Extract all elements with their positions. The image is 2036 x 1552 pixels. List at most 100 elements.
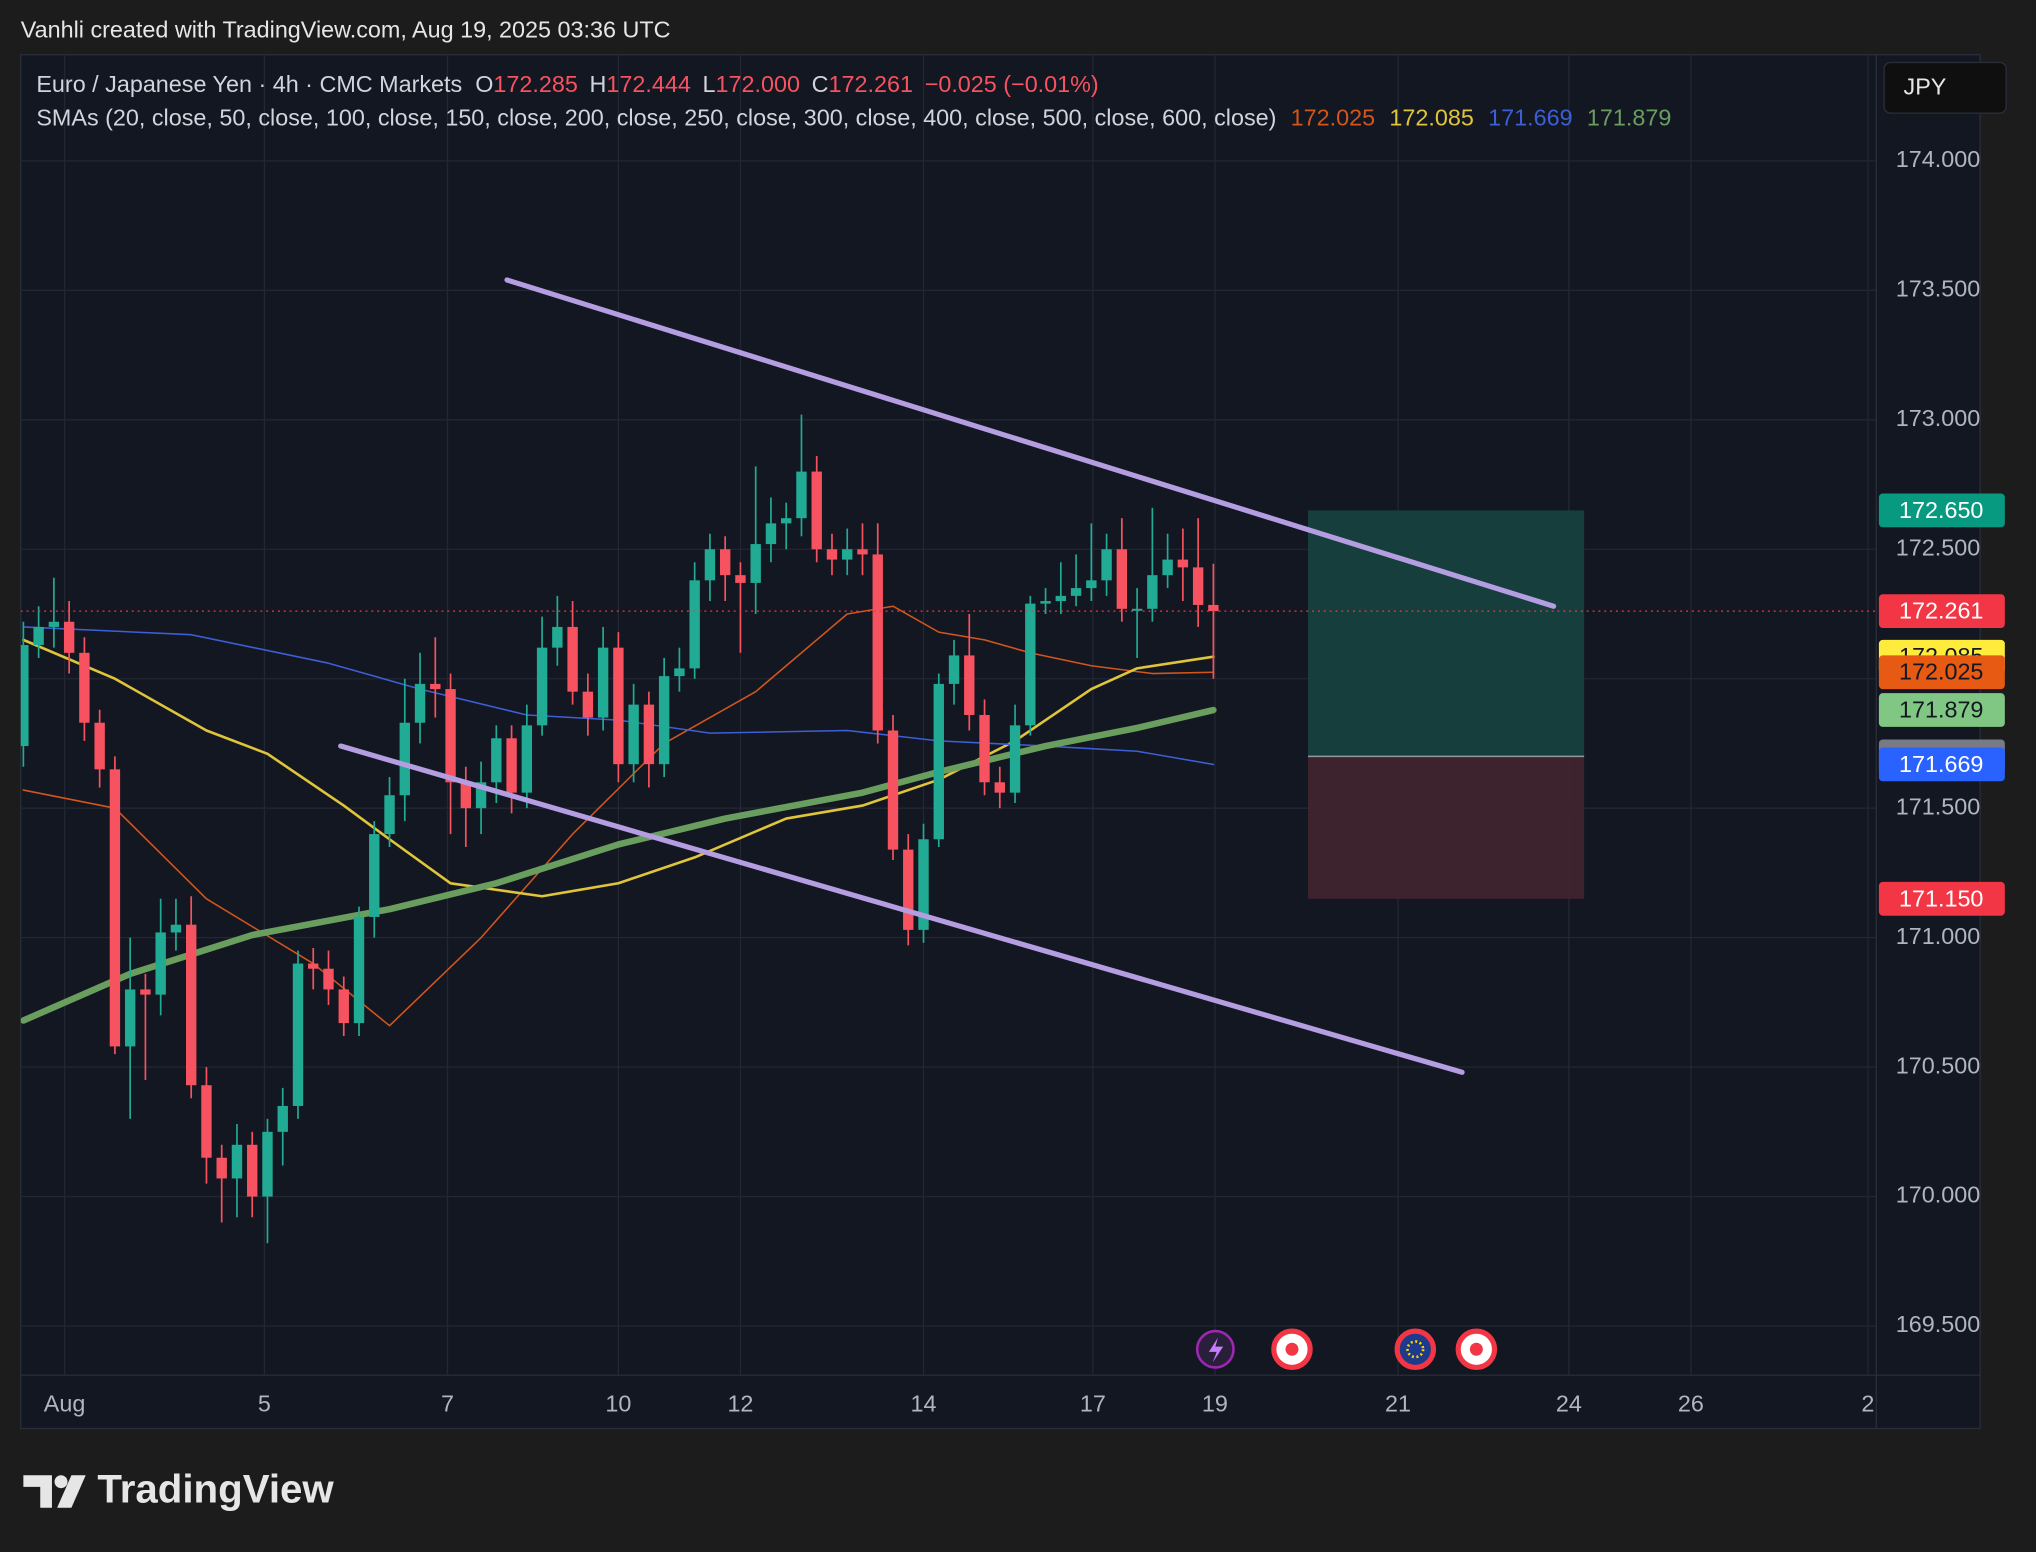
event-icon[interactable]	[1394, 1328, 1437, 1371]
candle-body	[948, 655, 960, 684]
legend-line: Euro / Japanese Yen · 4h · CMC Markets O1…	[36, 71, 1098, 97]
candle-body	[750, 544, 761, 583]
candle-body	[994, 782, 1005, 793]
candle-body	[658, 676, 670, 765]
candle-body	[674, 668, 685, 677]
candle-body	[1147, 575, 1158, 609]
legend-key: H	[590, 71, 607, 97]
candle-body	[765, 523, 777, 545]
candle-body	[903, 849, 914, 930]
brand-name: TradingView	[97, 1467, 334, 1512]
candle-body	[1131, 608, 1143, 611]
candle-body	[247, 1144, 258, 1197]
price-badge	[1878, 594, 2005, 629]
y-tick-label: 172.500	[1896, 534, 1980, 560]
candle-body	[1025, 603, 1036, 726]
candle-body	[506, 738, 517, 793]
sma-legend: SMAs (20, close, 50, close, 100, close, …	[36, 105, 1276, 131]
candle-body	[1070, 588, 1082, 596]
price-badge-label: 172.025	[1899, 659, 1983, 685]
candle-body	[887, 730, 899, 850]
sma-line	[22, 638, 1215, 898]
legend-value: 172.444	[606, 71, 690, 97]
candle-body	[277, 1105, 288, 1132]
candle-body	[79, 652, 90, 723]
legend-value: 172.285	[493, 71, 577, 97]
x-tick-label: 26	[1678, 1390, 1704, 1416]
y-tick-label: 174.000	[1896, 146, 1980, 172]
sma-legend-value: 172.025	[1291, 105, 1375, 131]
legend-title: Euro / Japanese Yen · 4h · CMC Markets	[36, 71, 462, 97]
candle-body	[1101, 549, 1112, 581]
event-icon-glyph	[1469, 1342, 1483, 1356]
legend-line: SMAs (20, close, 50, close, 100, close, …	[36, 105, 1671, 131]
candle-body	[353, 916, 365, 1024]
candle-body	[231, 1144, 243, 1179]
legend-value: 172.261	[829, 71, 913, 97]
candle-body	[582, 691, 594, 718]
candle-body	[63, 621, 75, 653]
plot	[20, 54, 1877, 1376]
candle-body	[1040, 601, 1051, 604]
price-badge-label: 171.669	[1899, 751, 1983, 777]
candle-body	[1116, 549, 1128, 609]
x-tick-label: 14	[911, 1390, 937, 1416]
candle-body	[521, 725, 533, 793]
candle-body	[964, 655, 975, 715]
event-icon-glyph	[1208, 1337, 1224, 1363]
candle-body	[491, 738, 502, 783]
candle-body	[796, 471, 807, 519]
candle-body	[1086, 580, 1097, 589]
x-tick-label: 7	[441, 1390, 454, 1416]
candle-body	[155, 932, 166, 995]
candle-body	[628, 704, 639, 765]
x-tick-label: 17	[1080, 1390, 1106, 1416]
event-icon-glyph	[1285, 1342, 1299, 1356]
y-tick-label: 173.000	[1896, 405, 1980, 431]
candle-body	[1162, 559, 1173, 576]
legend-key: L	[703, 71, 716, 97]
y-tick-label: 171.500	[1896, 793, 1980, 819]
legend-change: −0.025 (−0.01%)	[925, 71, 1099, 97]
logo-mark	[54, 1475, 68, 1489]
candle-body	[399, 722, 410, 796]
x-tick-label: 5	[258, 1390, 271, 1416]
sma-line	[22, 605, 1215, 1027]
x-tick-label: 12	[727, 1390, 753, 1416]
candle-body	[826, 549, 838, 560]
candle-body	[552, 626, 563, 648]
candle-body	[124, 989, 136, 1047]
price-badge	[1878, 655, 2005, 690]
brand-logo: TradingView	[23, 1467, 334, 1512]
price-badge-label: 172.261	[1899, 598, 1983, 624]
y-tick-label: 173.500	[1896, 275, 1980, 301]
currency-label: JPY	[1904, 74, 1947, 100]
legend-value: 172.000	[716, 71, 800, 97]
candle-body	[1192, 567, 1204, 605]
candle-body	[308, 963, 319, 969]
logo-mark	[23, 1475, 52, 1508]
x-tick-label: 21	[1385, 1390, 1411, 1416]
candle-body	[1208, 604, 1219, 612]
price-badge	[1878, 747, 2005, 782]
candle-body	[140, 989, 151, 995]
currency-button[interactable]	[1883, 61, 2007, 114]
price-badge-label: 171.879	[1899, 697, 1983, 723]
candle-body	[689, 580, 700, 669]
candle-body	[857, 549, 868, 555]
candle-body	[704, 549, 716, 581]
candle-body	[643, 704, 655, 765]
price-badge	[1878, 493, 2005, 528]
candle-body	[1055, 595, 1067, 602]
y-tick-label: 169.500	[1896, 1311, 1980, 1337]
candle-body	[94, 722, 105, 770]
price-badge-label: 172.650	[1899, 497, 1983, 523]
event-icon-glyph	[1406, 1340, 1425, 1359]
candle-body	[979, 714, 990, 783]
y-tick-label: 171.000	[1896, 923, 1980, 949]
y-tick-label: 170.500	[1896, 1052, 1980, 1078]
loss-zone	[1307, 756, 1585, 899]
legend-key: C	[812, 71, 829, 97]
x-tick-label: 10	[605, 1390, 631, 1416]
